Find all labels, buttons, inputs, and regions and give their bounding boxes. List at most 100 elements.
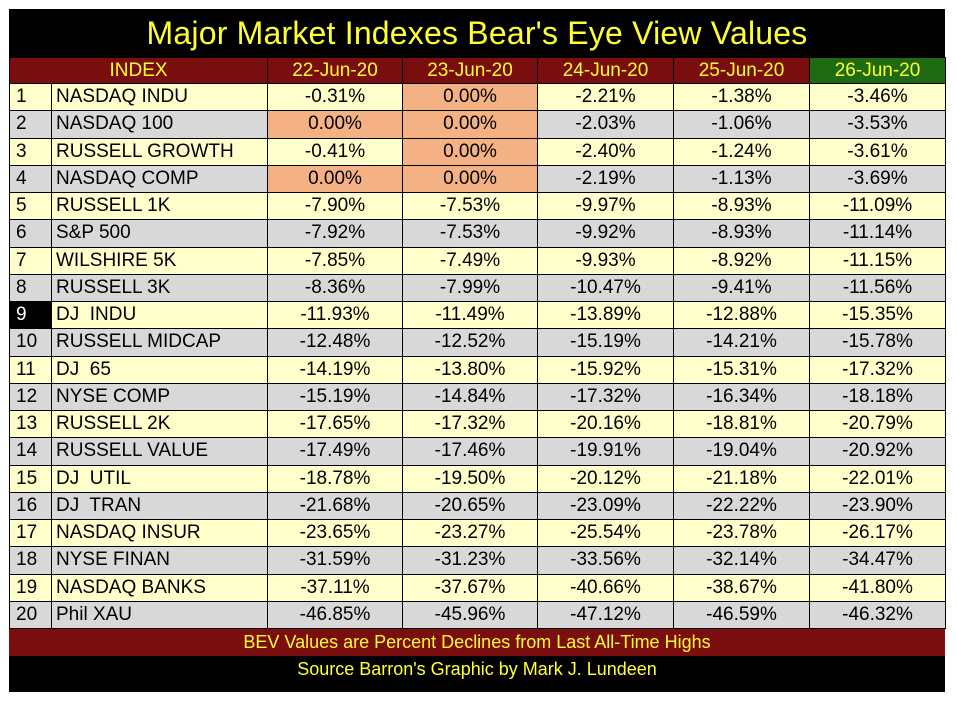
value-cell: -17.65%: [267, 409, 404, 439]
value-cell: -2.21%: [537, 82, 675, 112]
value-cell: -23.27%: [402, 518, 539, 548]
index-name-cell: RUSSELL 3K: [50, 273, 269, 303]
table-row: 12 NYSE COMP -15.19% -14.84% -17.32% -16.34% -…: [9, 382, 947, 412]
table-row: 15 DJ UTIL -18.78% -19.50% -20.12% -21.18% -22…: [9, 464, 947, 493]
value-cell: -19.04%: [673, 437, 811, 466]
value-cell: -15.31%: [673, 355, 811, 384]
value-cell: -9.41%: [673, 273, 811, 303]
value-cell: -15.35%: [809, 300, 947, 330]
rank-cell: 18: [9, 546, 52, 575]
value-cell: -45.96%: [402, 600, 539, 630]
table-row: 13 RUSSELL 2K -17.65% -17.32% -20.16% -18.81%…: [9, 409, 947, 439]
value-cell: -15.92%: [537, 355, 675, 384]
rank-cell: 15: [9, 464, 52, 493]
value-cell: -15.78%: [809, 328, 947, 357]
index-name-cell: S&P 500: [50, 219, 269, 248]
value-cell: -21.18%: [673, 464, 811, 493]
value-cell: 0.00%: [267, 110, 404, 139]
value-cell: -1.13%: [673, 164, 811, 194]
value-cell: -41.80%: [809, 573, 947, 602]
value-cell: -8.93%: [673, 191, 811, 221]
index-name-cell: RUSSELL 1K: [50, 191, 269, 221]
value-cell: -20.16%: [537, 409, 675, 439]
index-name-cell: NYSE FINAN: [50, 546, 269, 575]
value-cell: -26.17%: [809, 518, 947, 548]
source-note: Source Barron's Graphic by Mark J. Lunde…: [9, 656, 945, 683]
value-cell: -46.59%: [673, 600, 811, 630]
rank-cell: 12: [9, 382, 52, 412]
table-row: 5 RUSSELL 1K -7.90% -7.53% -9.97% -8.93% -11.0…: [9, 191, 947, 221]
table-row: 19 NASDAQ BANKS -37.11% -37.67% -40.66% -38.6…: [9, 573, 947, 602]
table-row: 6 S&P 500 -7.92% -7.53% -9.92% -8.93% -11.14%: [9, 219, 947, 248]
value-cell: -17.46%: [402, 437, 539, 466]
value-cell: -7.99%: [402, 273, 539, 303]
index-name-cell: Phil XAU: [50, 600, 269, 630]
value-cell: -13.80%: [402, 355, 539, 384]
value-cell: -12.52%: [402, 328, 539, 357]
index-name-cell: RUSSELL 2K: [50, 409, 269, 439]
table-row: 9 DJ INDU -11.93% -11.49% -13.89% -12.88% -15.…: [9, 300, 947, 330]
rank-cell: 19: [9, 573, 52, 602]
rank-cell: 16: [9, 491, 52, 521]
value-cell: -0.41%: [267, 137, 404, 166]
value-cell: -1.06%: [673, 110, 811, 139]
index-name-cell: DJ UTIL: [50, 464, 269, 493]
index-name-cell: DJ TRAN: [50, 491, 269, 521]
rank-cell: 4: [9, 164, 52, 194]
value-cell: -17.32%: [809, 355, 947, 384]
value-cell: -1.24%: [673, 137, 811, 166]
table-body: 1 NASDAQ INDU -0.31% 0.00% -2.21% -1.38% -3.46…: [9, 82, 947, 630]
value-cell: -3.46%: [809, 82, 947, 112]
header-date: 24-Jun-20: [537, 57, 675, 84]
value-cell: -14.21%: [673, 328, 811, 357]
index-name-cell: NASDAQ BANKS: [50, 573, 269, 602]
value-cell: -20.65%: [402, 491, 539, 521]
bev-table: INDEX 22-Jun-20 23-Jun-20 24-Jun-20 25-Jun-2…: [8, 57, 947, 630]
value-cell: -7.92%: [267, 219, 404, 248]
value-cell: -13.89%: [537, 300, 675, 330]
index-name-cell: RUSSELL MIDCAP: [50, 328, 269, 357]
header-date: 23-Jun-20: [402, 57, 539, 84]
value-cell: -1.38%: [673, 82, 811, 112]
value-cell: 0.00%: [402, 82, 539, 112]
rank-cell: 7: [9, 246, 52, 275]
value-cell: -19.50%: [402, 464, 539, 493]
index-name-cell: RUSSELL VALUE: [50, 437, 269, 466]
table-row: 14 RUSSELL VALUE -17.49% -17.46% -19.91% -19.…: [9, 437, 947, 466]
value-cell: 0.00%: [402, 164, 539, 194]
footer-note: BEV Values are Percent Declines from Las…: [9, 629, 945, 656]
value-cell: -12.88%: [673, 300, 811, 330]
header-date: 26-Jun-20: [809, 57, 947, 84]
value-cell: -11.09%: [809, 191, 947, 221]
value-cell: 0.00%: [267, 164, 404, 194]
value-cell: -7.53%: [402, 219, 539, 248]
value-cell: -9.97%: [537, 191, 675, 221]
header-index: INDEX: [8, 57, 269, 84]
value-cell: -8.36%: [267, 273, 404, 303]
table-row: 1 NASDAQ INDU -0.31% 0.00% -2.21% -1.38% -3.46…: [9, 82, 947, 112]
value-cell: -21.68%: [267, 491, 404, 521]
value-cell: -11.14%: [809, 219, 947, 248]
rank-cell: 2: [9, 110, 52, 139]
value-cell: -11.15%: [809, 246, 947, 275]
value-cell: -32.14%: [673, 546, 811, 575]
value-cell: -31.59%: [267, 546, 404, 575]
value-cell: -23.09%: [537, 491, 675, 521]
value-cell: -2.03%: [537, 110, 675, 139]
value-cell: -7.53%: [402, 191, 539, 221]
value-cell: -7.49%: [402, 246, 539, 275]
value-cell: -31.23%: [402, 546, 539, 575]
value-cell: -23.78%: [673, 518, 811, 548]
value-cell: -8.92%: [673, 246, 811, 275]
value-cell: -18.81%: [673, 409, 811, 439]
rank-cell: 3: [9, 137, 52, 166]
rank-cell: 8: [9, 273, 52, 303]
value-cell: 0.00%: [402, 137, 539, 166]
value-cell: -20.92%: [809, 437, 947, 466]
value-cell: -12.48%: [267, 328, 404, 357]
value-cell: -9.92%: [537, 219, 675, 248]
table-row: 8 RUSSELL 3K -8.36% -7.99% -10.47% -9.41% -11.…: [9, 273, 947, 303]
index-name-cell: WILSHIRE 5K: [50, 246, 269, 275]
index-name-cell: NYSE COMP: [50, 382, 269, 412]
value-cell: -3.53%: [809, 110, 947, 139]
